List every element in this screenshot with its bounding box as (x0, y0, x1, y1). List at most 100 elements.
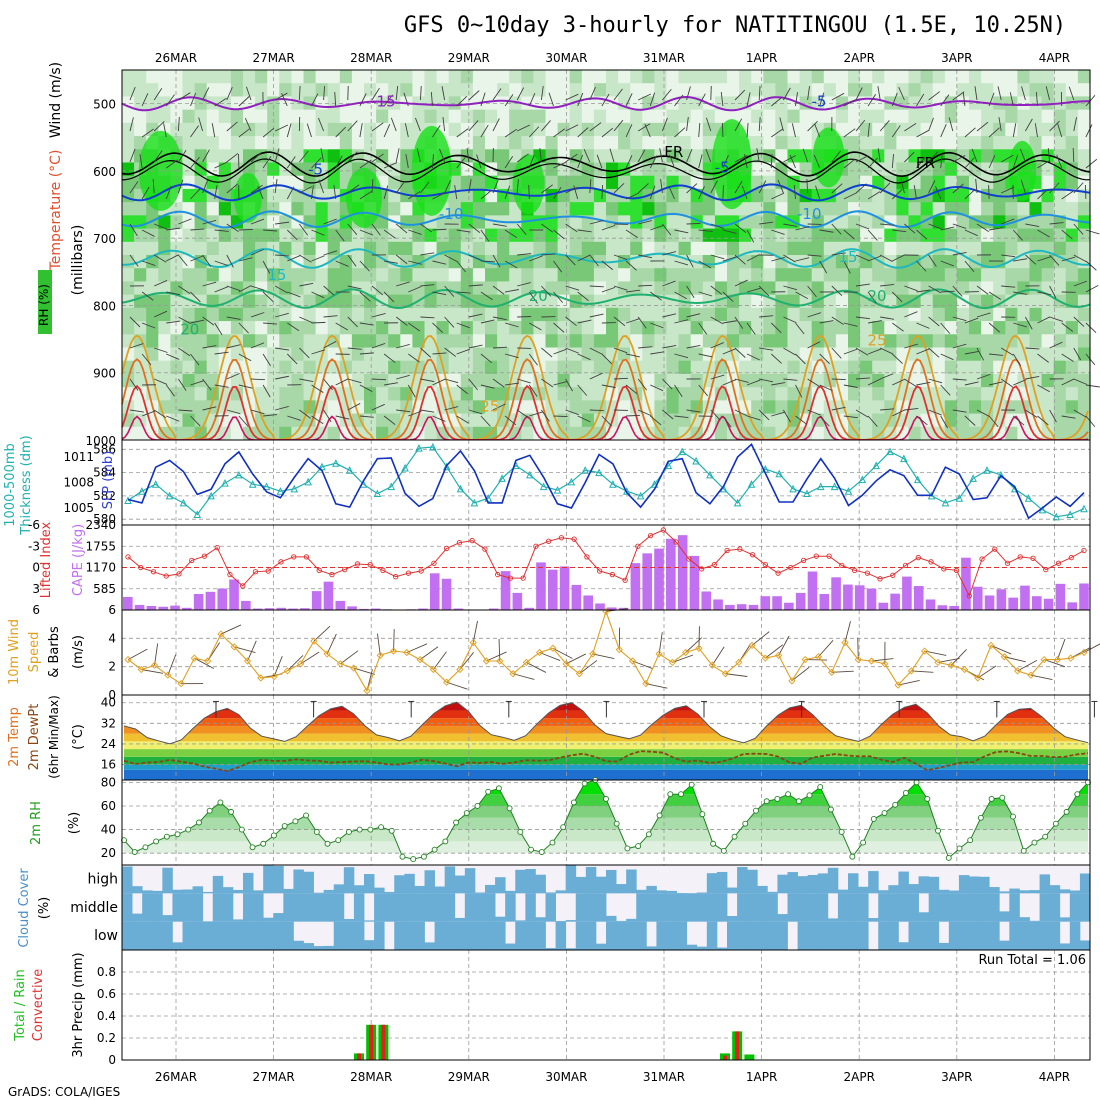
rh-shade-cell (654, 387, 668, 401)
wind-barb (419, 85, 422, 101)
rh-shade-cell (170, 70, 184, 84)
wind-tick-label: 6 (108, 603, 116, 617)
wind-barb (1083, 643, 1100, 653)
rh-shade-cell (376, 387, 389, 401)
rh-shade-cell (134, 70, 147, 84)
cloud-cell (928, 893, 940, 922)
wind-barb (1057, 638, 1066, 660)
wind-barb (964, 189, 976, 200)
rh-shade-cell (860, 83, 873, 97)
rh-shade-cell (1017, 321, 1031, 335)
top-date-axis: 26MAR 27MAR 28MAR 29MAR 30MAR 31MAR 1APR 2APR 3A… (155, 51, 1070, 65)
rh-shade-cell (521, 373, 534, 388)
rh-shade-cell (122, 202, 135, 216)
rh-shade-cell (315, 149, 329, 163)
wind-barb (539, 148, 542, 163)
wind-barb (1025, 316, 1033, 330)
rh-shade-cell (339, 70, 353, 84)
rh-shade-cell (981, 241, 994, 256)
rh-shade-cell (727, 307, 740, 322)
cloud-cell (253, 893, 264, 922)
wind-barb (468, 378, 478, 391)
wind-barb (141, 128, 154, 138)
rh-shade-cell (690, 321, 704, 335)
rh-shade-cell (557, 373, 571, 388)
rh-shade-cell (218, 122, 232, 137)
date-label-bottom: 4APR (1039, 1070, 1070, 1084)
rh-shade-cell (400, 426, 413, 441)
rh-shade-cell (799, 241, 813, 256)
rh-shade-cell (146, 83, 159, 97)
rh-shade-cell (424, 294, 438, 309)
rh-shade-cell (642, 136, 655, 150)
rh-shade-cell (666, 136, 680, 150)
rh-point (624, 845, 631, 852)
rh-shade-cell (702, 268, 716, 282)
rh-band (124, 817, 1088, 830)
rh-shade-cell (412, 109, 426, 124)
rh-shade-cell (1077, 255, 1091, 269)
wind-barb (444, 378, 459, 384)
rh-point (420, 853, 427, 860)
rh-shade-cell (1005, 70, 1018, 84)
rh-shade-cell (170, 241, 184, 256)
rh-shade-cell (472, 387, 486, 401)
rh-shade-cell (230, 109, 244, 124)
cloud-cell (232, 921, 244, 950)
rh-shade-cell (835, 215, 849, 230)
rh-shade-cell (811, 109, 825, 124)
rh-point (892, 801, 899, 808)
cloud-cell (888, 921, 899, 950)
cloud-cell (727, 921, 738, 950)
rh-shade-cell (279, 70, 292, 84)
li-tick-label: 3 (32, 582, 40, 596)
wind-barb (553, 229, 565, 240)
wind-barb (625, 93, 633, 107)
wind-barb (898, 87, 905, 101)
wind-barb (141, 669, 164, 674)
wind-barb (396, 409, 411, 413)
cloud-cell (817, 921, 829, 950)
rh-shade-cell (557, 334, 571, 348)
rh-shade-cell (339, 109, 353, 124)
rh-shade-cell (279, 149, 292, 163)
cloud-cell (142, 921, 153, 950)
wind-barb (789, 154, 796, 169)
rh-shade-cell (727, 334, 740, 348)
wind-barb (202, 219, 217, 225)
rh-shade-cell (412, 215, 426, 230)
rh-shade-cell (642, 360, 655, 375)
cape-bar (1020, 585, 1030, 610)
rh-shade-cell (521, 109, 534, 124)
rh-shade-cell (230, 228, 244, 243)
rh-shade-cell (763, 228, 776, 243)
wind-barb (758, 85, 761, 101)
rh-shade-cell (267, 347, 280, 362)
rh-shade-cell (436, 109, 450, 124)
rh-shade-cell (243, 122, 256, 137)
rh-point (281, 823, 288, 829)
rh-shade-cell (763, 70, 776, 84)
wind-barb (226, 372, 240, 380)
thickness-point (872, 461, 880, 470)
cloud-cell (767, 891, 778, 894)
wind-barb (976, 121, 989, 132)
rh-shade-cell (690, 70, 704, 84)
wind-barb (989, 227, 1003, 231)
wind-barb (626, 353, 640, 358)
wind-barb (420, 181, 430, 194)
rh-shade-cell (327, 294, 341, 309)
rh-shade-cell (606, 70, 619, 84)
rh-shade-cell (823, 307, 837, 322)
wind-barb (444, 316, 455, 328)
cape-tick-label: 585 (93, 582, 116, 596)
rh-shade-cell (303, 268, 317, 282)
rh-shade-cell (533, 307, 547, 322)
wind-barb (263, 322, 278, 325)
wind-speed-point (230, 643, 238, 651)
wind-speed-point (1013, 667, 1022, 675)
wind-barb (1085, 158, 1098, 169)
wind-barb (601, 184, 604, 200)
rh-shade-cell (872, 136, 885, 150)
cloud-cell (636, 893, 647, 922)
